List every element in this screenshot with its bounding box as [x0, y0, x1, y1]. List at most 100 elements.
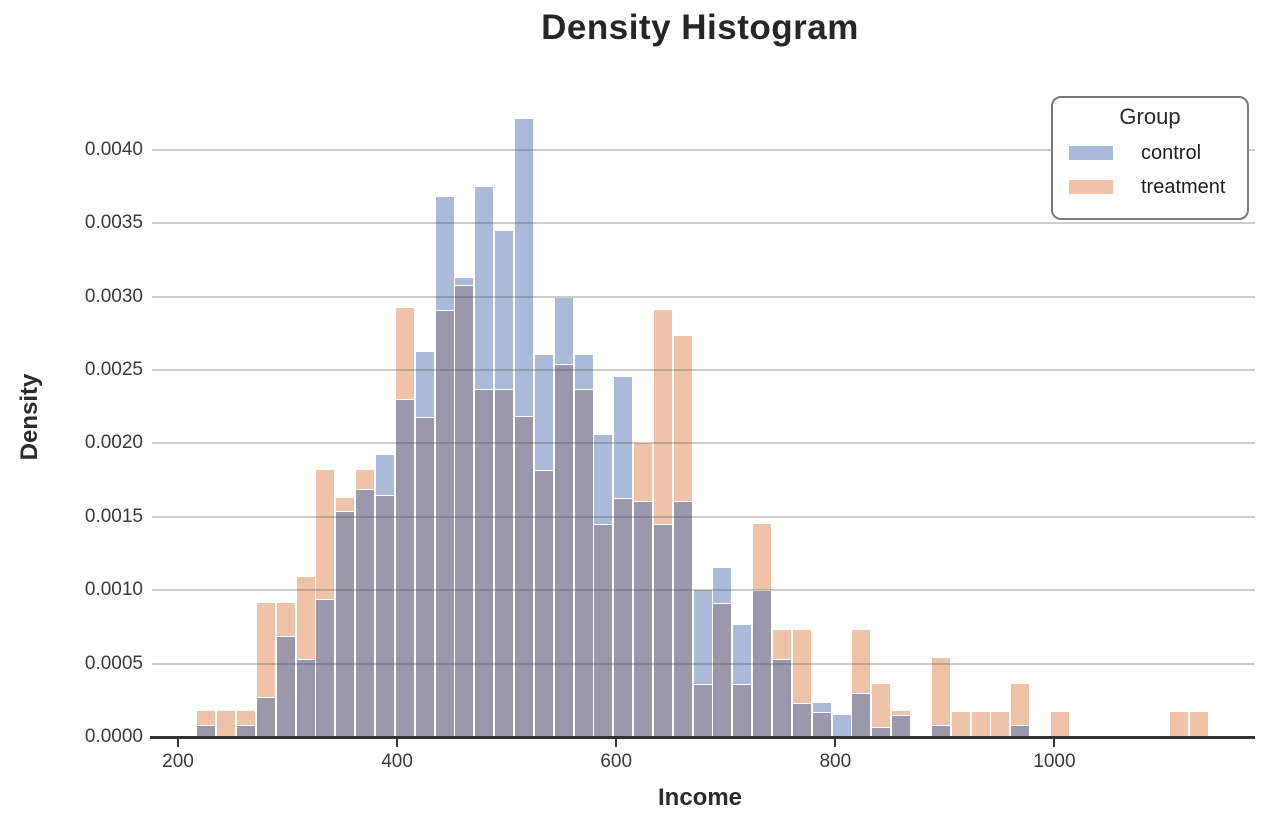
histogram-bar-overlap-segment [753, 590, 772, 737]
histogram-bar-overlap-segment [316, 599, 335, 737]
histogram-bar-overlap-segment [395, 399, 414, 737]
histogram-bar-overlap-segment [713, 603, 732, 737]
legend-label-treatment: treatment [1141, 175, 1226, 198]
histogram-bar-treatment-segment [256, 603, 275, 699]
histogram-bar-overlap-segment [634, 500, 653, 737]
y-tick-label: 0.0020 [84, 432, 143, 454]
histogram-bar-overlap-segment [356, 488, 375, 737]
y-gridline [152, 222, 1255, 225]
legend-item-control: control [1053, 136, 1247, 170]
y-gridline [152, 369, 1255, 371]
histogram-bar-overlap-segment [276, 635, 295, 737]
histogram-bar-control-segment [713, 568, 732, 605]
histogram-bar-overlap-segment [495, 389, 514, 737]
histogram-bar-overlap-segment [296, 659, 315, 737]
histogram-bar-treatment-segment [971, 712, 990, 737]
histogram-bar-control-segment [812, 703, 831, 714]
histogram-bar-treatment-segment [892, 710, 911, 716]
histogram-bar-control-segment [415, 352, 434, 418]
histogram-bar-overlap-segment [773, 659, 792, 737]
histogram-bar-control-segment [455, 277, 474, 286]
histogram-bar-treatment-segment [197, 710, 216, 727]
histogram-bar-treatment-segment [991, 712, 1010, 737]
histogram-bar-overlap-segment [256, 697, 275, 737]
histogram-bar-treatment-segment [1189, 712, 1208, 737]
histogram-bar-treatment-segment [1011, 684, 1030, 727]
x-tick-mark [396, 739, 399, 747]
y-gridline [152, 589, 1255, 592]
histogram-bar-treatment-segment [773, 629, 792, 661]
histogram-bar-overlap-segment [614, 497, 633, 737]
histogram-bar-overlap-segment [415, 416, 434, 737]
x-tick-label: 1000 [1033, 751, 1076, 772]
y-tick-label: 0.0005 [84, 652, 143, 674]
histogram-bar-overlap-segment [872, 726, 891, 737]
histogram-bar-overlap-segment [197, 725, 216, 737]
histogram-bar-treatment-segment [217, 710, 236, 737]
histogram-bar-control-segment [594, 434, 613, 526]
histogram-bar-overlap-segment [237, 725, 256, 737]
histogram-bar-control-segment [534, 355, 553, 471]
histogram-bar-overlap-segment [435, 309, 454, 737]
chart-title: Density Histogram [541, 8, 859, 47]
y-gridline [152, 295, 1255, 298]
histogram-bar-control-segment [554, 298, 573, 366]
histogram-bar-treatment-segment [673, 336, 692, 502]
histogram-bar-treatment-segment [931, 657, 950, 727]
legend-label-control: control [1141, 141, 1202, 164]
histogram-bar-overlap-segment [1011, 725, 1030, 737]
y-gridline [152, 662, 1255, 665]
legend-title: Group [1119, 104, 1181, 129]
y-tick-label: 0.0000 [84, 726, 143, 747]
control-swatch-icon [1069, 146, 1113, 160]
histogram-bar-control-segment [475, 186, 494, 391]
y-tick-label: 0.0010 [84, 579, 143, 601]
histogram-bar-control-segment [495, 230, 514, 391]
histogram-bar-treatment-segment [1050, 712, 1069, 737]
histogram-bar-treatment-segment [276, 603, 295, 637]
x-tick-mark [834, 739, 837, 747]
histogram-bar-overlap-segment [336, 510, 355, 737]
histogram-bar-overlap-segment [376, 494, 395, 737]
histogram-bar-overlap-segment [693, 684, 712, 737]
histogram-bar-control-segment [614, 377, 633, 499]
histogram-bar-control-segment [574, 355, 593, 391]
histogram-bar-treatment-segment [296, 576, 315, 661]
treatment-swatch-icon [1069, 180, 1113, 194]
histogram-bar-treatment-segment [951, 712, 970, 737]
histogram-bar-overlap-segment [673, 500, 692, 737]
x-tick-label: 400 [381, 751, 413, 772]
histogram-bar-overlap-segment [812, 712, 831, 737]
histogram-bar-control-segment [435, 196, 454, 311]
histogram-bar-treatment-segment [634, 443, 653, 502]
histogram-bar-control-segment [733, 625, 752, 686]
legend-item-treatment: treatment [1053, 170, 1247, 204]
histogram-bar-overlap-segment [455, 284, 474, 737]
histogram-bar-overlap-segment [574, 389, 593, 737]
histogram-bar-treatment-segment [316, 469, 335, 600]
histogram-bar-treatment-segment [336, 497, 355, 512]
histogram-bar-control-segment [376, 455, 395, 496]
y-gridline [152, 442, 1255, 445]
histogram-bar-treatment-segment [792, 629, 811, 705]
histogram-bar-treatment-segment [237, 710, 256, 727]
histogram-bar-treatment-segment [753, 524, 772, 592]
x-tick-label: 800 [819, 751, 852, 772]
histogram-bar-overlap-segment [534, 469, 553, 737]
histogram-bar-overlap-segment [475, 389, 494, 737]
histogram-bar-overlap-segment [792, 703, 811, 737]
y-tick-label: 0.0035 [84, 212, 143, 234]
histogram-bar-control-segment [832, 714, 851, 737]
y-tick-label: 0.0015 [84, 505, 143, 527]
histogram-bar-treatment-segment [653, 309, 672, 526]
x-axis-line [150, 736, 1255, 739]
histogram-bar-overlap-segment [514, 415, 533, 737]
x-tick-mark [177, 739, 179, 747]
histogram-bar-overlap-segment [931, 725, 950, 737]
histogram-bar-overlap-segment [653, 524, 672, 737]
x-tick-mark [1053, 739, 1056, 747]
histogram-bar-overlap-segment [594, 524, 613, 737]
histogram-bar-treatment-segment [1170, 712, 1189, 737]
y-gridline [152, 148, 1255, 151]
